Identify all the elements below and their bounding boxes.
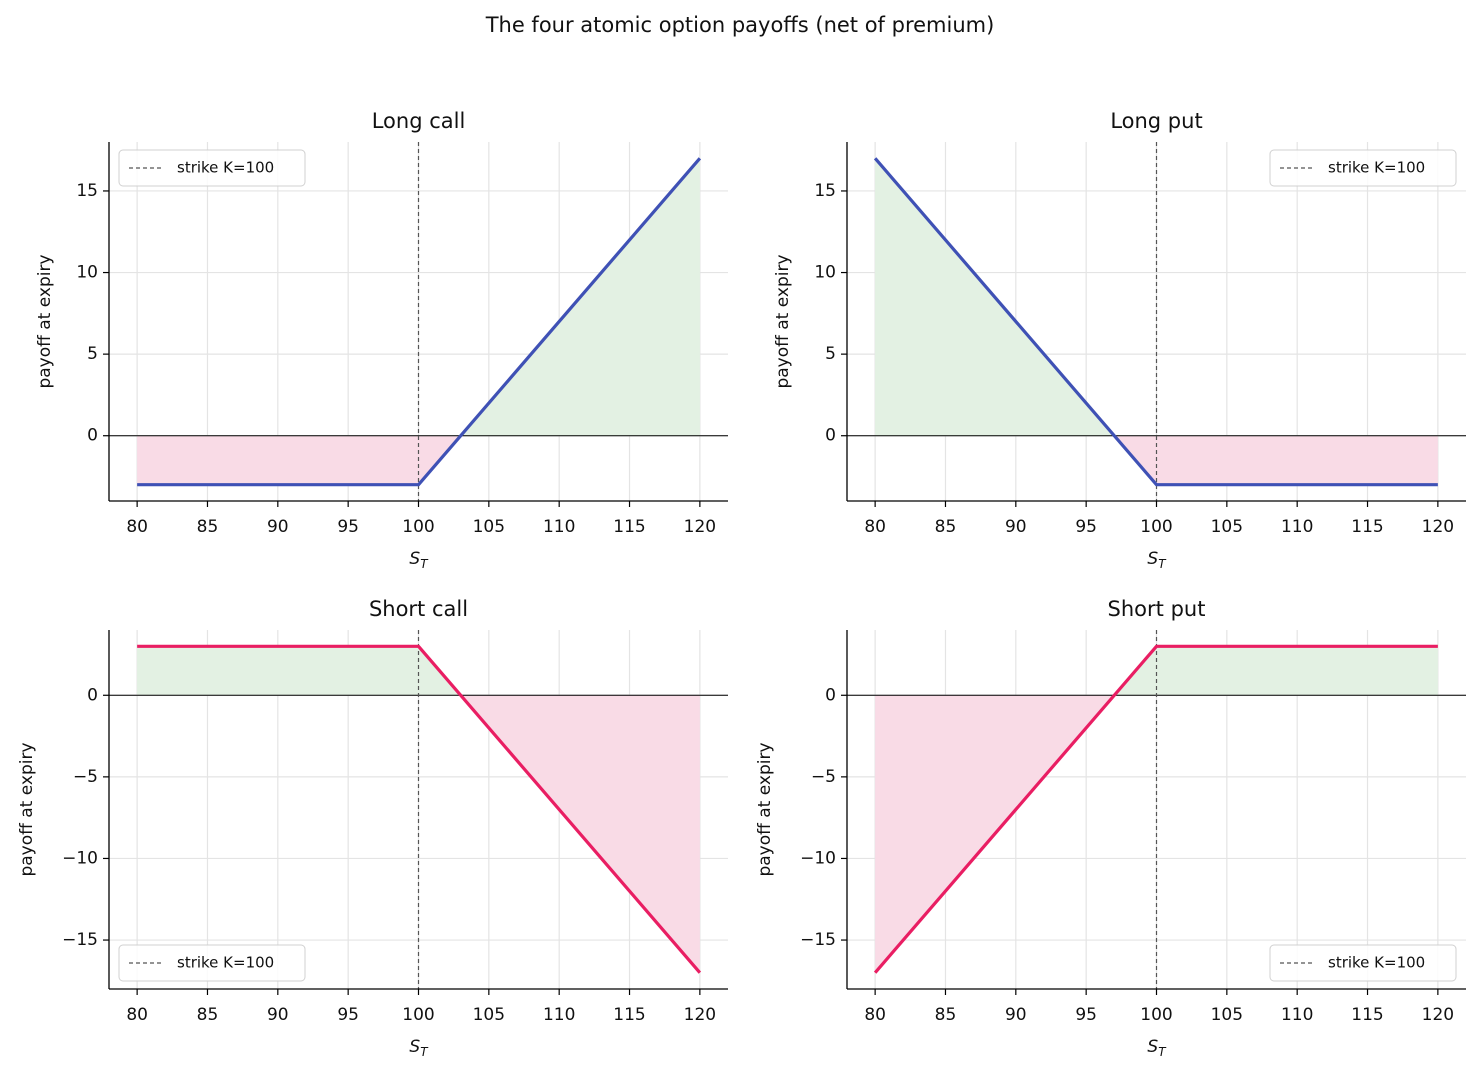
- profit-area: [137, 646, 419, 696]
- loss-area: [460, 695, 700, 973]
- y-tick-label: 0: [87, 426, 98, 446]
- x-tick-label: 115: [1351, 517, 1383, 537]
- loss-area: [137, 435, 419, 485]
- loss-area: [1156, 435, 1438, 485]
- x-tick-label: 95: [1075, 517, 1097, 537]
- x-axis-label-main: S: [1147, 1037, 1158, 1057]
- x-axis-label: ST: [409, 1037, 429, 1059]
- x-tick-label: 90: [267, 1005, 289, 1025]
- legend-label: strike K=100: [1328, 954, 1425, 972]
- x-tick-label: 80: [864, 517, 886, 537]
- legend-label: strike K=100: [1328, 159, 1425, 177]
- x-axis-label: ST: [1147, 1037, 1167, 1059]
- x-tick-label: 115: [1351, 1005, 1383, 1025]
- x-tick-label: 95: [337, 517, 359, 537]
- profit-area: [1156, 646, 1438, 696]
- x-tick-label: 110: [1281, 1005, 1313, 1025]
- x-tick-label: 85: [935, 517, 957, 537]
- x-tick-label: 100: [1140, 1005, 1172, 1025]
- x-axis-label-main: S: [409, 549, 420, 569]
- legend-box: [118, 149, 306, 187]
- y-axis-label: payoff at expiry: [755, 742, 775, 876]
- y-tick-label: −15: [800, 930, 836, 950]
- y-tick-label: 0: [825, 426, 836, 446]
- payoff-line: [873, 644, 1438, 974]
- x-tick-label: 105: [1211, 517, 1243, 537]
- y-tick-label: 15: [76, 181, 98, 201]
- x-axis-label-main: S: [1147, 549, 1158, 569]
- y-tick-label: −5: [811, 767, 836, 787]
- x-tick-label: 100: [402, 517, 434, 537]
- x-axis-label-subscript: T: [420, 557, 429, 571]
- y-tick-label: 5: [87, 344, 98, 364]
- x-tick-label: 90: [267, 517, 289, 537]
- x-tick-label: 90: [1005, 1005, 1027, 1025]
- y-tick-label: 5: [825, 344, 836, 364]
- x-tick-label: 80: [126, 517, 148, 537]
- x-tick-label: 120: [684, 1005, 716, 1025]
- y-axis-label: payoff at expiry: [17, 742, 37, 876]
- y-axis-label: payoff at expiry: [773, 254, 793, 388]
- x-tick-label: 80: [864, 1005, 886, 1025]
- y-tick-label: −10: [62, 848, 98, 868]
- x-tick-label: 120: [684, 517, 716, 537]
- subplot-title: Short put: [1108, 597, 1206, 621]
- x-axis-label: ST: [1147, 549, 1167, 571]
- x-tick-label: 105: [473, 1005, 505, 1025]
- x-tick-label: 120: [1422, 1005, 1454, 1025]
- x-axis-label-subscript: T: [1158, 557, 1167, 571]
- payoff-line: [137, 644, 702, 974]
- x-tick-label: 120: [1422, 517, 1454, 537]
- x-tick-label: 90: [1005, 517, 1027, 537]
- x-tick-label: 115: [613, 517, 645, 537]
- x-tick-label: 85: [935, 1005, 957, 1025]
- subplot-title: Long call: [372, 109, 466, 133]
- x-tick-label: 100: [402, 1005, 434, 1025]
- x-tick-label: 105: [473, 517, 505, 537]
- subplot-title: Long put: [1110, 109, 1202, 133]
- x-tick-label: 110: [543, 1005, 575, 1025]
- y-tick-label: 0: [87, 685, 98, 705]
- payoff-line: [137, 157, 702, 487]
- figure-title: The four atomic option payoffs (net of p…: [485, 13, 995, 37]
- payoff-line: [873, 157, 1438, 487]
- x-tick-label: 95: [1075, 1005, 1097, 1025]
- legend-label: strike K=100: [177, 159, 274, 177]
- y-tick-label: −5: [73, 767, 98, 787]
- x-tick-label: 80: [126, 1005, 148, 1025]
- x-axis-label-subscript: T: [420, 1045, 429, 1059]
- x-tick-label: 105: [1211, 1005, 1243, 1025]
- legend-box: [118, 944, 306, 982]
- x-tick-label: 85: [197, 1005, 219, 1025]
- y-tick-label: −10: [800, 848, 836, 868]
- x-axis-label: ST: [409, 549, 429, 571]
- x-axis-label-subscript: T: [1158, 1045, 1167, 1059]
- x-tick-label: 85: [197, 517, 219, 537]
- legend-box: [1269, 149, 1457, 187]
- x-tick-label: 110: [543, 517, 575, 537]
- y-axis-label: payoff at expiry: [35, 254, 55, 388]
- x-tick-label: 110: [1281, 517, 1313, 537]
- legend-label: strike K=100: [177, 954, 274, 972]
- y-tick-label: 10: [814, 263, 836, 283]
- y-tick-label: 10: [76, 263, 98, 283]
- subplot-title: Short call: [369, 597, 468, 621]
- y-tick-label: 15: [814, 181, 836, 201]
- legend-box: [1269, 944, 1457, 982]
- x-tick-label: 115: [613, 1005, 645, 1025]
- x-tick-label: 95: [337, 1005, 359, 1025]
- x-axis-label-main: S: [409, 1037, 420, 1057]
- y-tick-label: 0: [825, 685, 836, 705]
- x-tick-label: 100: [1140, 517, 1172, 537]
- y-tick-label: −15: [62, 930, 98, 950]
